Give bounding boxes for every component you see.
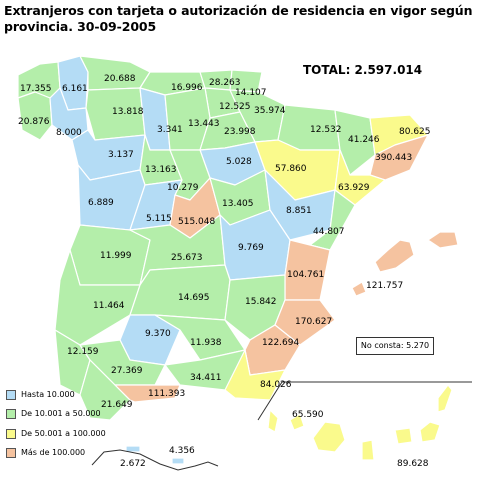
value-castellon: 44.807 <box>313 227 345 237</box>
value-teruel: 8.851 <box>286 206 312 216</box>
value-gipuzkoa: 14.107 <box>235 88 267 98</box>
value-tarragona: 63.929 <box>338 183 370 193</box>
value-burgos: 13.443 <box>188 119 220 129</box>
value-leon: 13.818 <box>112 107 144 117</box>
legend-item-50001-100000: De 50.001 a 100.000 <box>6 429 106 439</box>
value-badajoz: 11.464 <box>93 301 125 311</box>
value-huelva: 12.159 <box>67 347 99 357</box>
value-cadiz: 21.649 <box>101 400 133 410</box>
province-santa-cruz-tenerife[interactable] <box>267 409 441 461</box>
province-badajoz[interactable] <box>54 249 141 346</box>
value-a-coruna: 17.355 <box>20 84 52 94</box>
value-albacete: 15.842 <box>245 297 277 307</box>
legend-swatch <box>6 409 16 419</box>
value-bizkaia: 28.263 <box>209 78 241 88</box>
africa-coastline <box>91 449 219 471</box>
province-ourense[interactable] <box>49 87 89 141</box>
province-ceuta[interactable] <box>125 445 141 453</box>
province-asturias[interactable] <box>79 55 151 91</box>
province-melilla[interactable] <box>171 457 185 465</box>
province-malaga[interactable] <box>114 384 181 403</box>
province-almeria[interactable] <box>224 349 286 401</box>
value-malaga: 111.393 <box>148 389 186 399</box>
value-cantabria: 16.996 <box>171 83 203 93</box>
value-zaragoza: 57.860 <box>275 164 307 174</box>
value-baleares: 121.757 <box>366 281 404 291</box>
province-alicante[interactable] <box>274 299 336 346</box>
value-santa-cruz-tenerife: 89.628 <box>397 459 429 469</box>
legend-item-10001-50000: De 10.001 a 50.000 <box>6 409 101 419</box>
value-la-rioja: 23.998 <box>224 127 256 137</box>
value-las-palmas: 65.590 <box>292 410 324 420</box>
map-title: Extranjeros con tarjeta o autorización d… <box>4 3 473 34</box>
province-pontevedra[interactable] <box>17 91 53 141</box>
value-barcelona: 390.443 <box>375 153 413 163</box>
value-palencia: 3.341 <box>157 125 183 135</box>
total-label: TOTAL: 2.597.014 <box>303 63 423 77</box>
value-valencia: 104.761 <box>287 270 325 280</box>
legend-label: Hasta 10.000 <box>21 390 75 399</box>
value-pontevedra: 20.876 <box>18 117 50 127</box>
value-almeria: 84.026 <box>260 380 292 390</box>
value-lugo: 6.161 <box>62 84 88 94</box>
value-huesca: 12.532 <box>310 125 342 135</box>
value-salamanca: 6.889 <box>88 198 114 208</box>
province-baleares[interactable] <box>351 231 459 297</box>
value-granada: 34.411 <box>190 373 222 383</box>
canary-inset-frame <box>257 381 472 421</box>
value-madrid: 515.048 <box>178 217 216 227</box>
value-sevilla: 27.369 <box>111 366 143 376</box>
value-alava: 12.525 <box>219 102 251 112</box>
legend-swatch <box>6 429 16 439</box>
value-asturias: 20.688 <box>104 74 136 84</box>
value-soria: 5.028 <box>226 157 252 167</box>
value-murcia: 122.694 <box>262 338 300 348</box>
value-valladolid: 13.163 <box>145 165 177 175</box>
value-girona: 80.625 <box>399 127 431 137</box>
value-alicante: 170.627 <box>295 317 333 327</box>
legend-label: De 10.001 a 50.000 <box>21 409 101 418</box>
value-cordoba: 9.370 <box>145 329 171 339</box>
province-lleida[interactable] <box>334 109 376 176</box>
value-melilla: 4.356 <box>169 446 195 456</box>
value-navarra: 35.974 <box>254 106 286 116</box>
value-caceres: 11.999 <box>100 251 132 261</box>
value-ceuta: 2.672 <box>120 459 146 469</box>
legend-swatch <box>6 448 16 458</box>
value-lleida: 41.246 <box>348 135 380 145</box>
value-cuenca: 9.769 <box>238 243 264 253</box>
legend-label: De 50.001 a 100.000 <box>21 429 106 438</box>
value-avila: 5.115 <box>146 214 172 224</box>
value-ciudad-real: 14.695 <box>178 293 210 303</box>
legend-item-hasta-10000: Hasta 10.000 <box>6 390 75 400</box>
value-zamora: 3.137 <box>108 150 134 160</box>
value-guadalajara: 13.405 <box>222 199 254 209</box>
value-jaen: 11.938 <box>190 338 222 348</box>
legend-label: Más de 100.000 <box>21 448 86 457</box>
province-las-palmas[interactable] <box>312 384 453 453</box>
value-ourense: 8.000 <box>56 128 82 138</box>
legend-item-mas-100000: Más de 100.000 <box>6 448 85 458</box>
legend-swatch <box>6 390 16 400</box>
no-consta-box: No consta: 5.270 <box>356 337 434 355</box>
value-toledo: 25.673 <box>171 253 203 263</box>
value-segovia: 10.279 <box>167 183 199 193</box>
